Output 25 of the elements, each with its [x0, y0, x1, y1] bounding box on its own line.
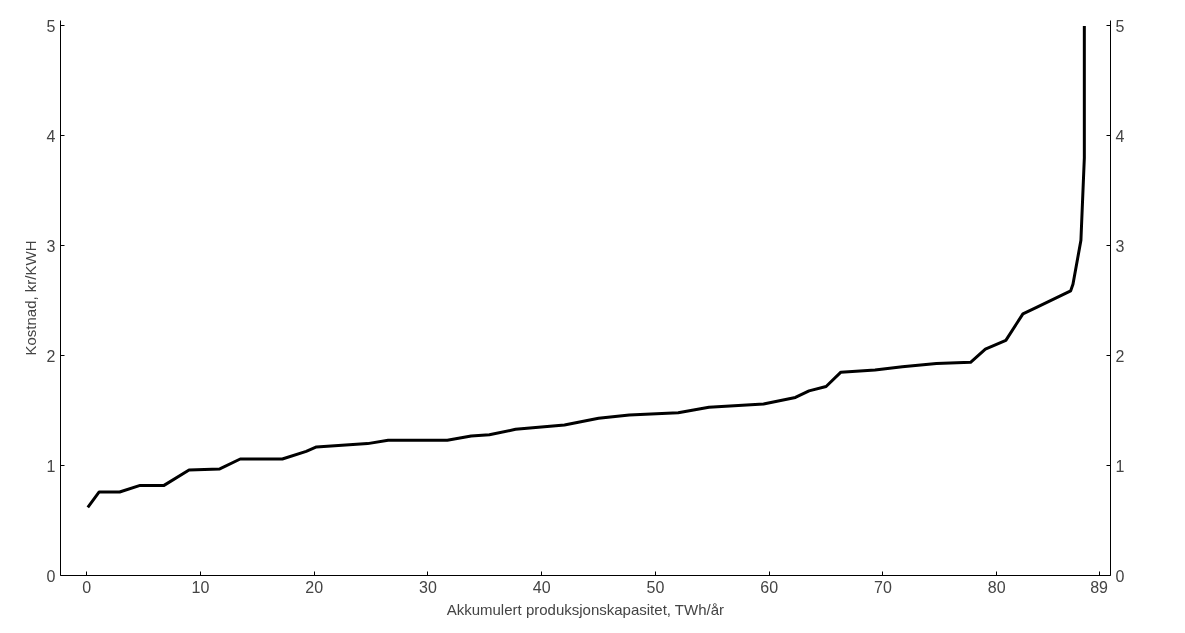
y-tick-label: 5: [46, 18, 56, 35]
y-tick-label: 4: [46, 127, 56, 145]
y-axis-title: Kostnad, kr/KWH: [21, 240, 39, 356]
line-series: [86, 24, 1086, 509]
x-axis-title: Akkumulert produksjonskapasitet, TWh/år: [446, 600, 725, 618]
y-tick-label: 1: [46, 457, 56, 475]
x-tick-label: 50: [646, 578, 665, 596]
y2-tick-label: 2: [1115, 347, 1125, 365]
y2-tick-label: 5: [1115, 18, 1125, 35]
x-tick-label: 20: [305, 578, 324, 596]
x-tick-label: 0: [82, 578, 92, 596]
x-tick-label: 89: [1090, 578, 1109, 596]
y-tick-label: 3: [46, 237, 56, 255]
y2-tick-label: 3: [1115, 237, 1125, 255]
x-tick-label: 10: [191, 578, 210, 596]
x-tick-label: 40: [532, 578, 551, 596]
x-tick-label: 60: [760, 578, 779, 596]
y2-tick-label: 0: [1115, 567, 1125, 585]
x-tick-label: 80: [987, 578, 1006, 596]
x-tick-label: 70: [874, 578, 892, 596]
y2-tick-label: 1: [1115, 457, 1125, 475]
y-tick-label: 0: [46, 567, 56, 585]
y2-tick-label: 4: [1115, 127, 1125, 145]
x-tick-label: 30: [419, 578, 437, 596]
y-tick-label: 2: [46, 347, 56, 365]
